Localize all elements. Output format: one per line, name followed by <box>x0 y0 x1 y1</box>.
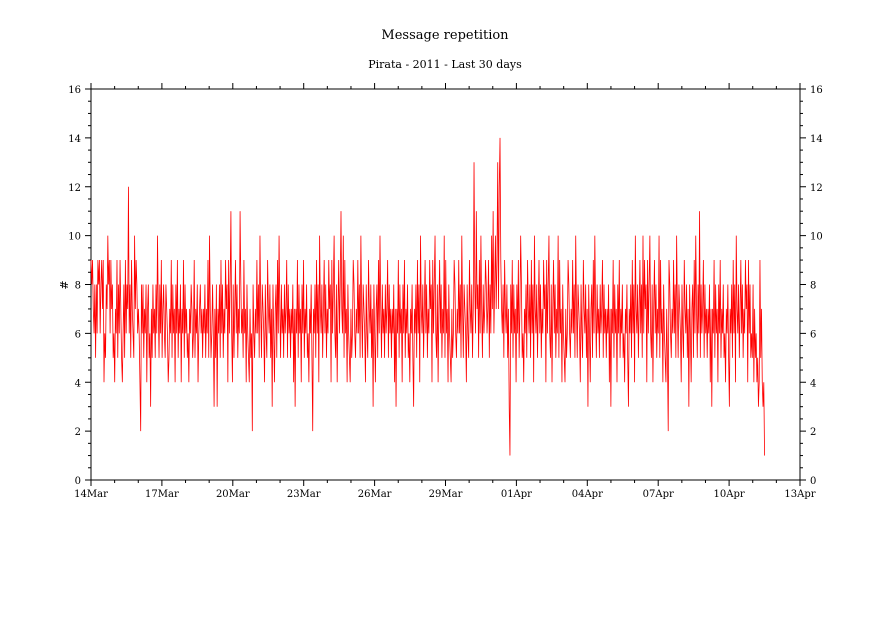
y-tick-label-left: 16 <box>68 85 81 96</box>
series-line-0 <box>90 137 765 456</box>
y-tick-label-right: 6 <box>810 329 816 340</box>
y-tick-label-right: 12 <box>810 183 823 194</box>
y-tick-label-right: 2 <box>810 427 816 438</box>
y-tick-label-right: 8 <box>810 281 816 292</box>
x-tick-label: 23Mar <box>287 489 321 500</box>
y-tick-label-left: 4 <box>75 378 81 389</box>
y-tick-label-left: 14 <box>68 134 81 145</box>
y-tick-label-left: 12 <box>68 183 81 194</box>
x-tick-label: 10Apr <box>714 489 745 500</box>
x-tick-label: 01Apr <box>501 489 532 500</box>
y-tick-label-right: 16 <box>810 85 823 96</box>
x-tick-label: 14Mar <box>74 489 108 500</box>
series-layer <box>90 137 765 456</box>
y-tick-label-left: 6 <box>75 329 81 340</box>
chart-title: Message repetition <box>381 28 509 43</box>
y-tick-label-right: 14 <box>810 134 823 145</box>
x-tick-label: 29Mar <box>429 489 463 500</box>
y-tick-label-left: 8 <box>75 281 81 292</box>
y-tick-label-right: 0 <box>810 476 816 487</box>
chart-subtitle: Pirata - 2011 - Last 30 days <box>368 58 522 71</box>
axis-ticks: 0 0 2 2 4 4 6 6 8 8 10 10 12 12 14 14 16 16 14Mar 17Mar 20Ma… <box>68 83 823 500</box>
x-tick-label: 13Apr <box>784 489 815 500</box>
y-axis-label: # <box>58 280 71 289</box>
y-tick-label-left: 2 <box>75 427 81 438</box>
y-tick-label-left: 10 <box>68 232 81 243</box>
y-tick-label-right: 10 <box>810 232 823 243</box>
x-tick-label: 04Apr <box>572 489 603 500</box>
x-tick-label: 17Mar <box>145 489 179 500</box>
x-tick-label: 26Mar <box>358 489 392 500</box>
y-tick-label-left: 0 <box>75 476 81 487</box>
y-tick-label-right: 4 <box>810 378 816 389</box>
x-tick-label: 20Mar <box>216 489 250 500</box>
x-tick-label: 07Apr <box>643 489 674 500</box>
